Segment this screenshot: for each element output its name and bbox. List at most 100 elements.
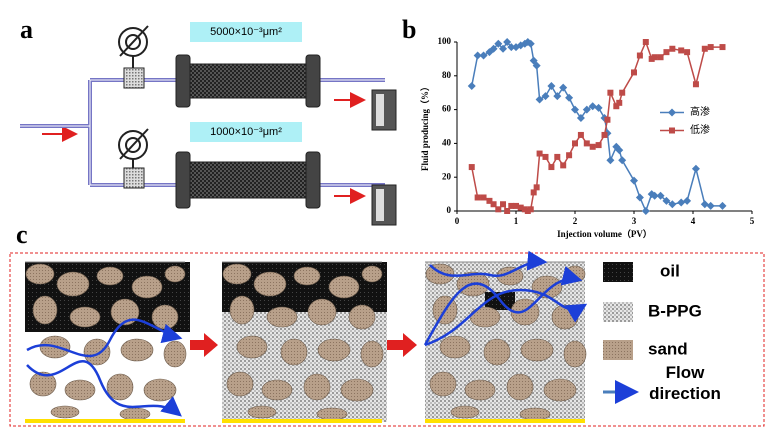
marker	[507, 43, 516, 52]
flow-path	[26, 318, 183, 358]
sand-grain	[348, 304, 376, 330]
marker	[618, 156, 627, 165]
marker	[576, 114, 585, 123]
marker	[527, 206, 534, 213]
sand-grain	[340, 378, 374, 402]
legend-label: Flow direction	[649, 363, 721, 403]
legend-label: 高渗	[690, 105, 710, 118]
marker	[631, 69, 637, 76]
marker	[503, 38, 512, 46]
marker	[619, 89, 626, 96]
sand-grain	[520, 338, 554, 362]
marker	[542, 153, 549, 160]
marker	[657, 54, 664, 61]
marker	[650, 191, 659, 200]
sand-grain	[236, 335, 268, 359]
permeability-label: 5000×10⁻³μm²	[210, 26, 282, 38]
marker	[547, 81, 556, 90]
sand-pack	[425, 261, 587, 423]
marker	[474, 194, 481, 201]
sand-grain	[247, 405, 277, 419]
sand-grain	[56, 271, 90, 297]
sand-grain	[96, 266, 124, 286]
permeability-label: 1000×10⁻³μm²	[210, 126, 282, 138]
legend-label: B-PPG	[648, 301, 702, 320]
sand-grain	[563, 340, 587, 368]
flow-path	[26, 360, 182, 417]
marker	[517, 204, 524, 211]
x-tick-label: 1	[514, 216, 519, 226]
marker	[468, 164, 475, 171]
marker	[533, 184, 540, 191]
marker	[554, 153, 561, 160]
flow-path	[424, 288, 588, 347]
marker	[479, 51, 488, 60]
sand-grain	[163, 340, 187, 368]
marker	[692, 81, 699, 88]
marker	[642, 39, 649, 45]
sand-grain	[317, 338, 351, 362]
marker	[601, 131, 608, 138]
panel-frame	[9, 252, 765, 427]
sand-grain	[25, 263, 55, 285]
x-tick-label: 3	[632, 216, 637, 226]
sand-grain	[531, 275, 563, 299]
marker	[565, 93, 574, 102]
marker	[700, 200, 709, 209]
marker	[504, 208, 511, 214]
marker	[678, 47, 685, 54]
marker	[582, 105, 591, 114]
marker	[560, 162, 567, 169]
sand-grain	[469, 306, 501, 328]
sand-grain	[280, 338, 308, 366]
marker	[473, 51, 482, 60]
sand-grain	[261, 379, 293, 401]
marker	[677, 198, 686, 207]
marker	[494, 39, 503, 48]
sand-grain	[328, 275, 360, 299]
marker	[719, 44, 726, 51]
y-tick-label: 0	[447, 205, 452, 215]
marker	[577, 131, 584, 138]
sand-grain	[483, 338, 511, 366]
sand-grain	[226, 371, 254, 397]
marker	[604, 116, 611, 123]
pore-fill	[222, 312, 387, 422]
marker	[500, 201, 507, 208]
sand-grain	[29, 371, 57, 397]
sand-grain	[293, 266, 321, 286]
sand-grain	[361, 265, 383, 283]
sand-packs	[25, 250, 588, 423]
marker	[495, 206, 502, 213]
marker	[595, 142, 602, 149]
sand-grain	[131, 275, 163, 299]
x-tick-label: 5	[750, 216, 755, 226]
flow-path	[429, 250, 548, 278]
sand-grain	[439, 335, 471, 359]
sand-grain	[69, 306, 101, 328]
marker	[583, 140, 590, 147]
marker	[691, 164, 700, 173]
marker	[526, 39, 535, 48]
sand-grain	[50, 405, 80, 419]
marker	[490, 201, 497, 208]
sand-grain	[151, 304, 179, 330]
sand-grain	[164, 265, 186, 283]
marker	[513, 202, 519, 209]
marker	[530, 189, 537, 196]
marker	[630, 176, 638, 185]
marker	[684, 49, 691, 56]
marker	[615, 146, 624, 155]
marker	[536, 150, 543, 157]
sand-grain	[106, 373, 134, 401]
panel-label: a	[20, 15, 33, 44]
sand-grain	[143, 378, 177, 402]
marker	[529, 56, 538, 65]
marker	[636, 52, 643, 59]
chart: 0 20 40 60 80 100 0 1 2 3 4 5 Injection volume（PV） Fl…	[420, 36, 755, 239]
marker	[541, 92, 550, 101]
legend-marker	[668, 108, 676, 117]
marker	[607, 89, 614, 96]
marker	[489, 44, 498, 53]
